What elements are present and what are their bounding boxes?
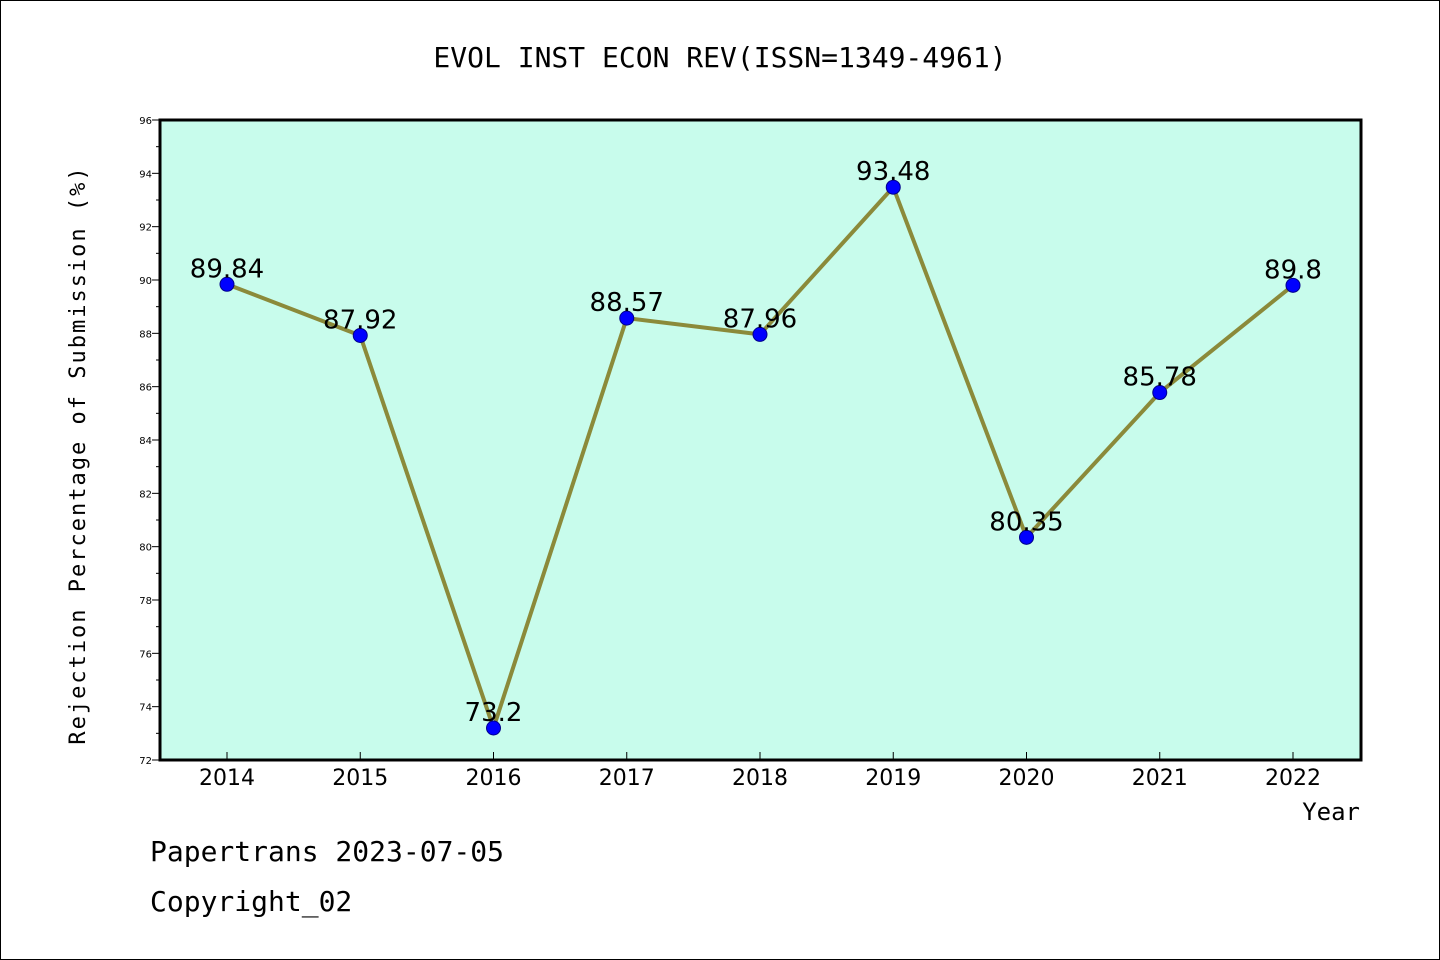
y-tick-label: 88 bbox=[139, 329, 152, 340]
data-point bbox=[1285, 277, 1301, 293]
y-tick-label: 74 bbox=[139, 703, 152, 714]
data-point bbox=[752, 326, 768, 342]
y-tick-label: 72 bbox=[139, 756, 152, 767]
data-point bbox=[885, 179, 901, 195]
x-axis-label: Year bbox=[1302, 798, 1360, 826]
data-label: 93.48 bbox=[856, 157, 930, 187]
y-tick-label: 96 bbox=[139, 116, 152, 127]
y-tick-label: 90 bbox=[139, 276, 152, 287]
data-point bbox=[619, 310, 635, 326]
data-point bbox=[486, 720, 501, 736]
footer-copyright: Copyright_02 bbox=[150, 885, 353, 918]
data-point bbox=[1019, 529, 1034, 545]
x-tick-label: 2022 bbox=[1265, 766, 1321, 791]
data-point bbox=[352, 327, 368, 343]
x-tick-label: 2021 bbox=[1132, 766, 1188, 791]
data-point bbox=[219, 276, 235, 292]
y-axis-label: Rejection Percentage of Submission (%) bbox=[66, 165, 91, 744]
data-label: 85.78 bbox=[1123, 363, 1197, 393]
plot-area bbox=[158, 118, 1363, 762]
x-tick-label: 2020 bbox=[999, 766, 1055, 791]
footer-papertrans: Papertrans 2023-07-05 bbox=[150, 835, 505, 868]
y-tick-label: 82 bbox=[139, 489, 152, 500]
chart-title: EVOL INST ECON REV(ISSN=1349-4961) bbox=[433, 41, 1006, 74]
y-tick-label: 76 bbox=[139, 649, 152, 660]
y-tick-label: 94 bbox=[139, 169, 152, 180]
y-tick-label: 78 bbox=[139, 596, 152, 607]
x-tick-label: 2019 bbox=[865, 766, 921, 791]
data-label: 80.35 bbox=[989, 507, 1063, 537]
series-layer: 89.84 87.92 73.2 88.57 87.96 93.48 80.35 85.78 8… bbox=[190, 157, 1322, 736]
y-tick-label: 80 bbox=[139, 543, 152, 554]
data-label: 73.2 bbox=[465, 698, 523, 728]
data-label: 88.57 bbox=[590, 288, 664, 318]
x-tick-label: 2016 bbox=[466, 766, 522, 791]
x-tick-label: 2014 bbox=[199, 766, 255, 791]
x-tick-label: 2017 bbox=[599, 766, 655, 791]
x-tick-label: 2015 bbox=[332, 766, 388, 791]
data-point bbox=[1152, 385, 1168, 401]
x-tick-label: 2018 bbox=[732, 766, 788, 791]
data-label: 87.92 bbox=[323, 305, 397, 335]
y-axis: 72 74 76 78 80 82 84 86 88 90 92 94 96 bbox=[139, 116, 160, 767]
data-label: 87.96 bbox=[723, 304, 797, 334]
data-label: 89.84 bbox=[190, 254, 264, 284]
x-axis: 2014 2015 2016 2017 2018 2019 2020 2021 2022 bbox=[199, 752, 1321, 791]
y-tick-label: 92 bbox=[139, 223, 152, 234]
y-tick-label: 86 bbox=[139, 383, 152, 394]
y-tick-label: 84 bbox=[139, 436, 152, 447]
data-label: 89.8 bbox=[1264, 255, 1322, 285]
